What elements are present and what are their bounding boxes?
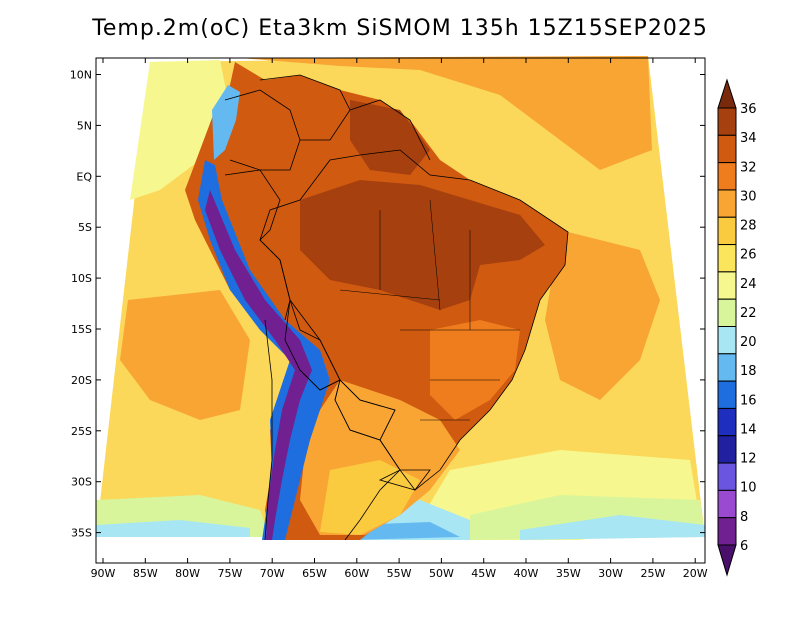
lon-tick-label: 50W: [429, 567, 454, 580]
peru-border: [224, 169, 291, 321]
longitude-axis: 90W 85W 80W 75W 70W 65W 60W 55W 50W 45W 40W 35W 30W 2…: [91, 58, 708, 580]
guianas-border: [349, 99, 431, 161]
colorbar-label: 34: [740, 131, 757, 146]
colorbar-label: 26: [740, 248, 757, 263]
lat-tick-label: 35S: [71, 527, 92, 540]
colorbar-label: 28: [740, 219, 757, 234]
colorbar-segment: [717, 435, 737, 464]
colorbar-label: 22: [740, 306, 757, 321]
lat-tick-label: EQ: [76, 170, 92, 183]
colorbar-label: 8: [740, 510, 748, 525]
colorbar-label: 32: [740, 160, 757, 175]
venezuela-border: [259, 74, 351, 141]
lat-tick-label: 10N: [70, 69, 92, 82]
lon-tick-label: 70W: [260, 567, 285, 580]
andes-north-cold: [212, 85, 240, 160]
colorbar-segment: [717, 162, 737, 191]
lat-tick-label: 10S: [71, 272, 92, 285]
lon-tick-label: 35W: [556, 567, 581, 580]
map-title: Temp.2m(oC) Eta3km SiSMOM 135h 15Z15SEP2…: [92, 16, 708, 41]
ocean-mild-patch-north-pacific: [130, 60, 230, 200]
land-warm-southeast: [430, 320, 520, 420]
lon-tick-label: 45W: [471, 567, 496, 580]
colorbar-label: 12: [740, 452, 757, 467]
colorbar-label: 30: [740, 189, 757, 204]
lon-tick-label: 85W: [133, 567, 158, 580]
colorbar-segment: [717, 380, 737, 409]
lat-tick-label: 30S: [71, 476, 92, 489]
colorbar-label: 18: [740, 364, 757, 379]
south-pacific-cold-band: [96, 520, 250, 537]
ocean-hot-patch-north: [240, 56, 652, 170]
lat-tick-label: 15S: [71, 323, 92, 336]
lon-tick-label: 65W: [302, 567, 327, 580]
colorbar-segment: [717, 216, 737, 246]
south-atlantic-cold-band: [520, 515, 705, 540]
colorbar-segment: [717, 244, 737, 273]
uruguay-border: [378, 469, 431, 491]
lon-tick-label: 75W: [217, 567, 242, 580]
lat-tick-label: 20S: [71, 374, 92, 387]
colorbar-segment: [717, 353, 737, 382]
andes-frigid-strip: [205, 190, 312, 540]
colorbar-segment: [717, 271, 737, 300]
chile-coast: [264, 319, 273, 541]
colorbar-label: 24: [740, 277, 757, 292]
argentina-border: [299, 369, 401, 541]
land-very-hot-north: [350, 100, 430, 175]
country-borders: [224, 74, 569, 541]
brazil-border: [259, 149, 569, 491]
lat-tick-label: 5N: [77, 119, 92, 132]
lon-tick-label: 20W: [683, 567, 708, 580]
colorbar-segment: [717, 517, 737, 546]
lon-tick-label: 30W: [598, 567, 623, 580]
colorbar: 36 34 32 30 28 26 24 22 20 18 16 14 12 10 8 6: [717, 78, 757, 577]
lon-tick-label: 60W: [344, 567, 369, 580]
colorbar-label: 14: [740, 422, 757, 437]
colorbar-label: 16: [740, 393, 757, 408]
colorbar-segment: [717, 134, 737, 164]
lon-tick-label: 90W: [91, 567, 116, 580]
colorbar-segment: [717, 462, 737, 491]
colorbar-bottom-arrow: [717, 544, 737, 577]
lon-tick-label: 80W: [175, 567, 200, 580]
brazil-state-lines: [339, 199, 520, 421]
colorbar-segment: [717, 326, 737, 355]
ocean-hot-patch-pacific: [120, 290, 250, 420]
lat-tick-label: 5S: [78, 221, 92, 234]
colorbar-segment: [717, 189, 737, 218]
colorbar-label: 36: [740, 102, 757, 117]
colorbar-segment: [717, 489, 737, 519]
latitude-axis: 10N 5N EQ 5S 10S 15S 20S 25S 30S 35S: [70, 69, 705, 540]
colorbar-top-arrow: [717, 78, 737, 109]
colorbar-segment: [717, 298, 737, 327]
lon-tick-label: 25W: [640, 567, 665, 580]
colorbar-label: 20: [740, 335, 757, 350]
colorbar-segment: [717, 107, 737, 136]
lon-tick-label: 55W: [387, 567, 412, 580]
land-yellow-pampas: [320, 460, 420, 535]
colorbar-label: 6: [740, 539, 748, 554]
colorbar-label: 10: [740, 481, 757, 496]
ocean-warm-patch-atlantic: [545, 230, 660, 400]
colorbar-segment: [717, 407, 737, 437]
lat-tick-label: 25S: [71, 425, 92, 438]
land-very-hot-core: [300, 180, 545, 310]
lon-tick-label: 40W: [514, 567, 539, 580]
map-axis-frame: [95, 57, 706, 564]
